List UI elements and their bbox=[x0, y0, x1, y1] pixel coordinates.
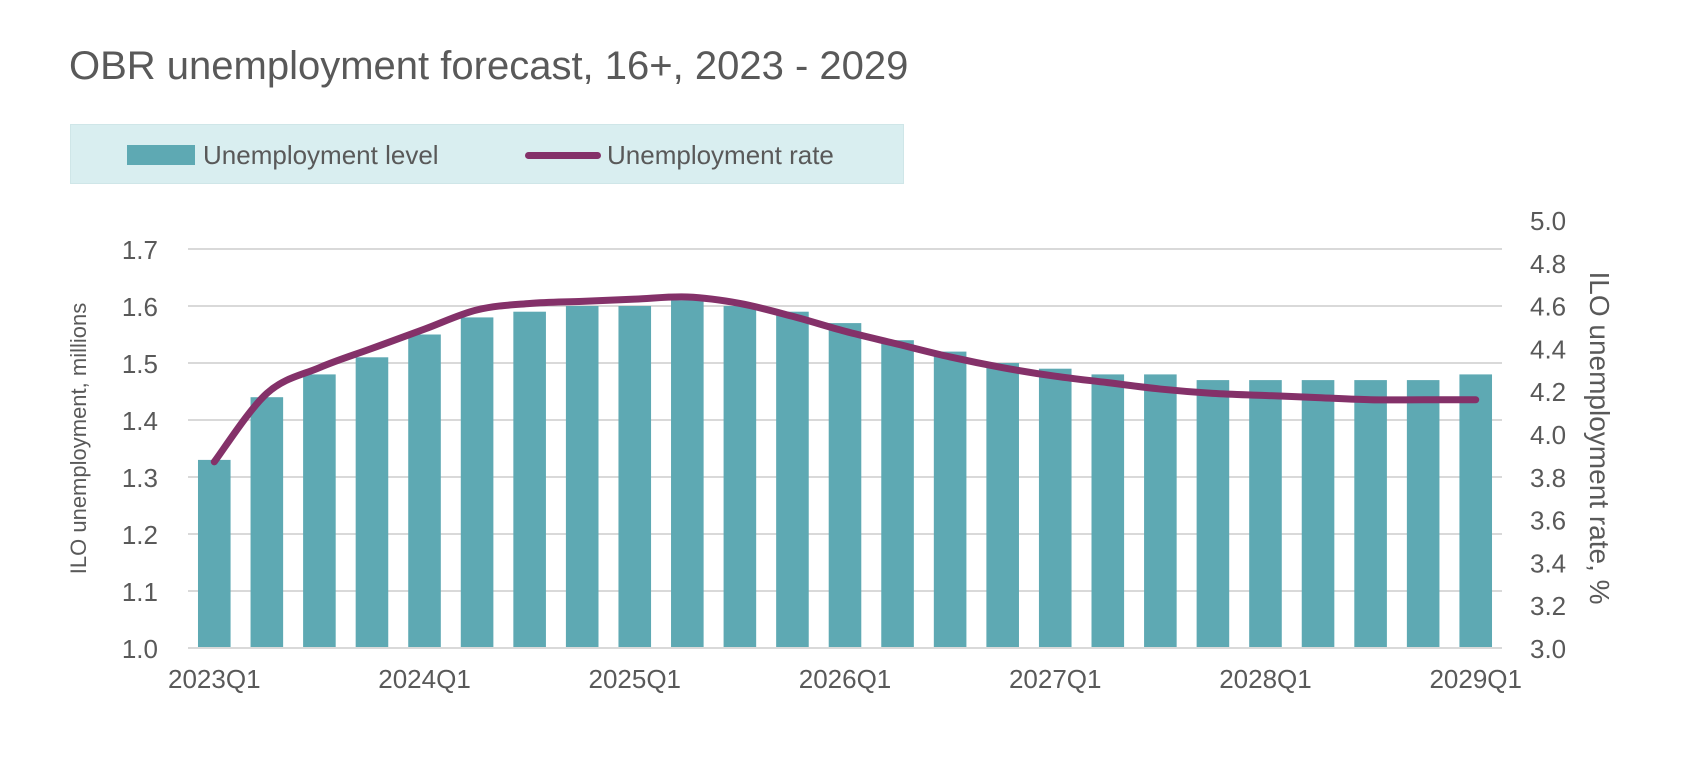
bar bbox=[1091, 374, 1125, 648]
x-tick-label: 2026Q1 bbox=[799, 664, 892, 694]
y-tick-label: 1.3 bbox=[122, 463, 158, 493]
axes: 1.0 1.1 1.2 1.3 1.4 1.5 1.6 1.7 3.0 3.2 3.4 3.6 3.8 4… bbox=[66, 206, 1615, 694]
bar bbox=[250, 397, 284, 648]
bar bbox=[565, 306, 599, 648]
bar bbox=[933, 351, 967, 648]
bar bbox=[1459, 374, 1493, 648]
bar bbox=[1301, 380, 1335, 648]
bar bbox=[881, 340, 914, 648]
legend-label-rate: Unemployment rate bbox=[607, 139, 834, 170]
y2-tick-label: 3.6 bbox=[1530, 506, 1566, 536]
bar bbox=[1354, 380, 1387, 648]
gridlines bbox=[188, 248, 1502, 649]
legend-item-rate: Unemployment rate bbox=[525, 125, 834, 185]
y2-axis-title: ILO unemployment rate, % bbox=[1584, 271, 1615, 604]
line-series bbox=[210, 293, 1480, 466]
bar bbox=[460, 317, 494, 648]
y2-tick-label: 4.2 bbox=[1530, 377, 1566, 407]
bar-series bbox=[197, 300, 1493, 648]
legend-item-level: Unemployment level bbox=[127, 125, 439, 185]
y2-tick-label: 5.0 bbox=[1530, 206, 1566, 236]
y2-tick-label: 3.2 bbox=[1530, 591, 1566, 621]
y-tick-label: 1.2 bbox=[122, 520, 158, 550]
rate-line bbox=[210, 293, 1480, 466]
legend-swatch-bar bbox=[127, 145, 195, 165]
bar bbox=[723, 306, 757, 648]
chart-legend: Unemployment level Unemployment rate bbox=[70, 124, 904, 184]
x-tick-label: 2024Q1 bbox=[378, 664, 471, 694]
bar bbox=[1406, 380, 1440, 648]
bar bbox=[986, 363, 1019, 648]
y2-tick-label: 3.8 bbox=[1530, 463, 1566, 493]
y2-tick-label: 4.4 bbox=[1530, 334, 1566, 364]
y2-tick-label: 4.6 bbox=[1530, 292, 1566, 322]
bar bbox=[1249, 380, 1282, 648]
legend-label-level: Unemployment level bbox=[203, 139, 439, 170]
x-tick-label: 2025Q1 bbox=[588, 664, 681, 694]
x-tick-label: 2023Q1 bbox=[168, 664, 261, 694]
y-tick-label: 1.4 bbox=[122, 406, 158, 436]
x-tick-label: 2027Q1 bbox=[1009, 664, 1102, 694]
y-tick-label: 1.1 bbox=[122, 577, 158, 607]
chart-title: OBR unemployment forecast, 16+, 2023 - 2… bbox=[69, 44, 909, 88]
y-tick-label: 1.0 bbox=[122, 634, 158, 664]
y2-tick-label: 4.0 bbox=[1530, 420, 1566, 450]
y-tick-label: 1.7 bbox=[122, 235, 158, 265]
y-tick-label: 1.6 bbox=[122, 292, 158, 322]
bar bbox=[408, 334, 441, 648]
bar bbox=[355, 357, 389, 648]
x-tick-label: 2028Q1 bbox=[1219, 664, 1312, 694]
y-tick-label: 1.5 bbox=[122, 349, 158, 379]
legend-swatch-line bbox=[525, 151, 601, 159]
bar bbox=[513, 311, 546, 648]
y2-tick-label: 3.0 bbox=[1530, 634, 1566, 664]
bar bbox=[828, 323, 862, 648]
y2-tick-label: 3.4 bbox=[1530, 548, 1566, 578]
x-tick-label: 2029Q1 bbox=[1429, 664, 1522, 694]
bar bbox=[1196, 380, 1230, 648]
bar bbox=[197, 459, 231, 648]
bar bbox=[776, 311, 809, 648]
y-axis-title: ILO unemployment, millions bbox=[66, 303, 91, 574]
bar bbox=[1038, 368, 1072, 648]
bar bbox=[618, 306, 652, 648]
bar bbox=[303, 374, 336, 648]
bar bbox=[671, 300, 704, 648]
y2-tick-label: 4.8 bbox=[1530, 249, 1566, 279]
bar bbox=[1144, 374, 1177, 648]
